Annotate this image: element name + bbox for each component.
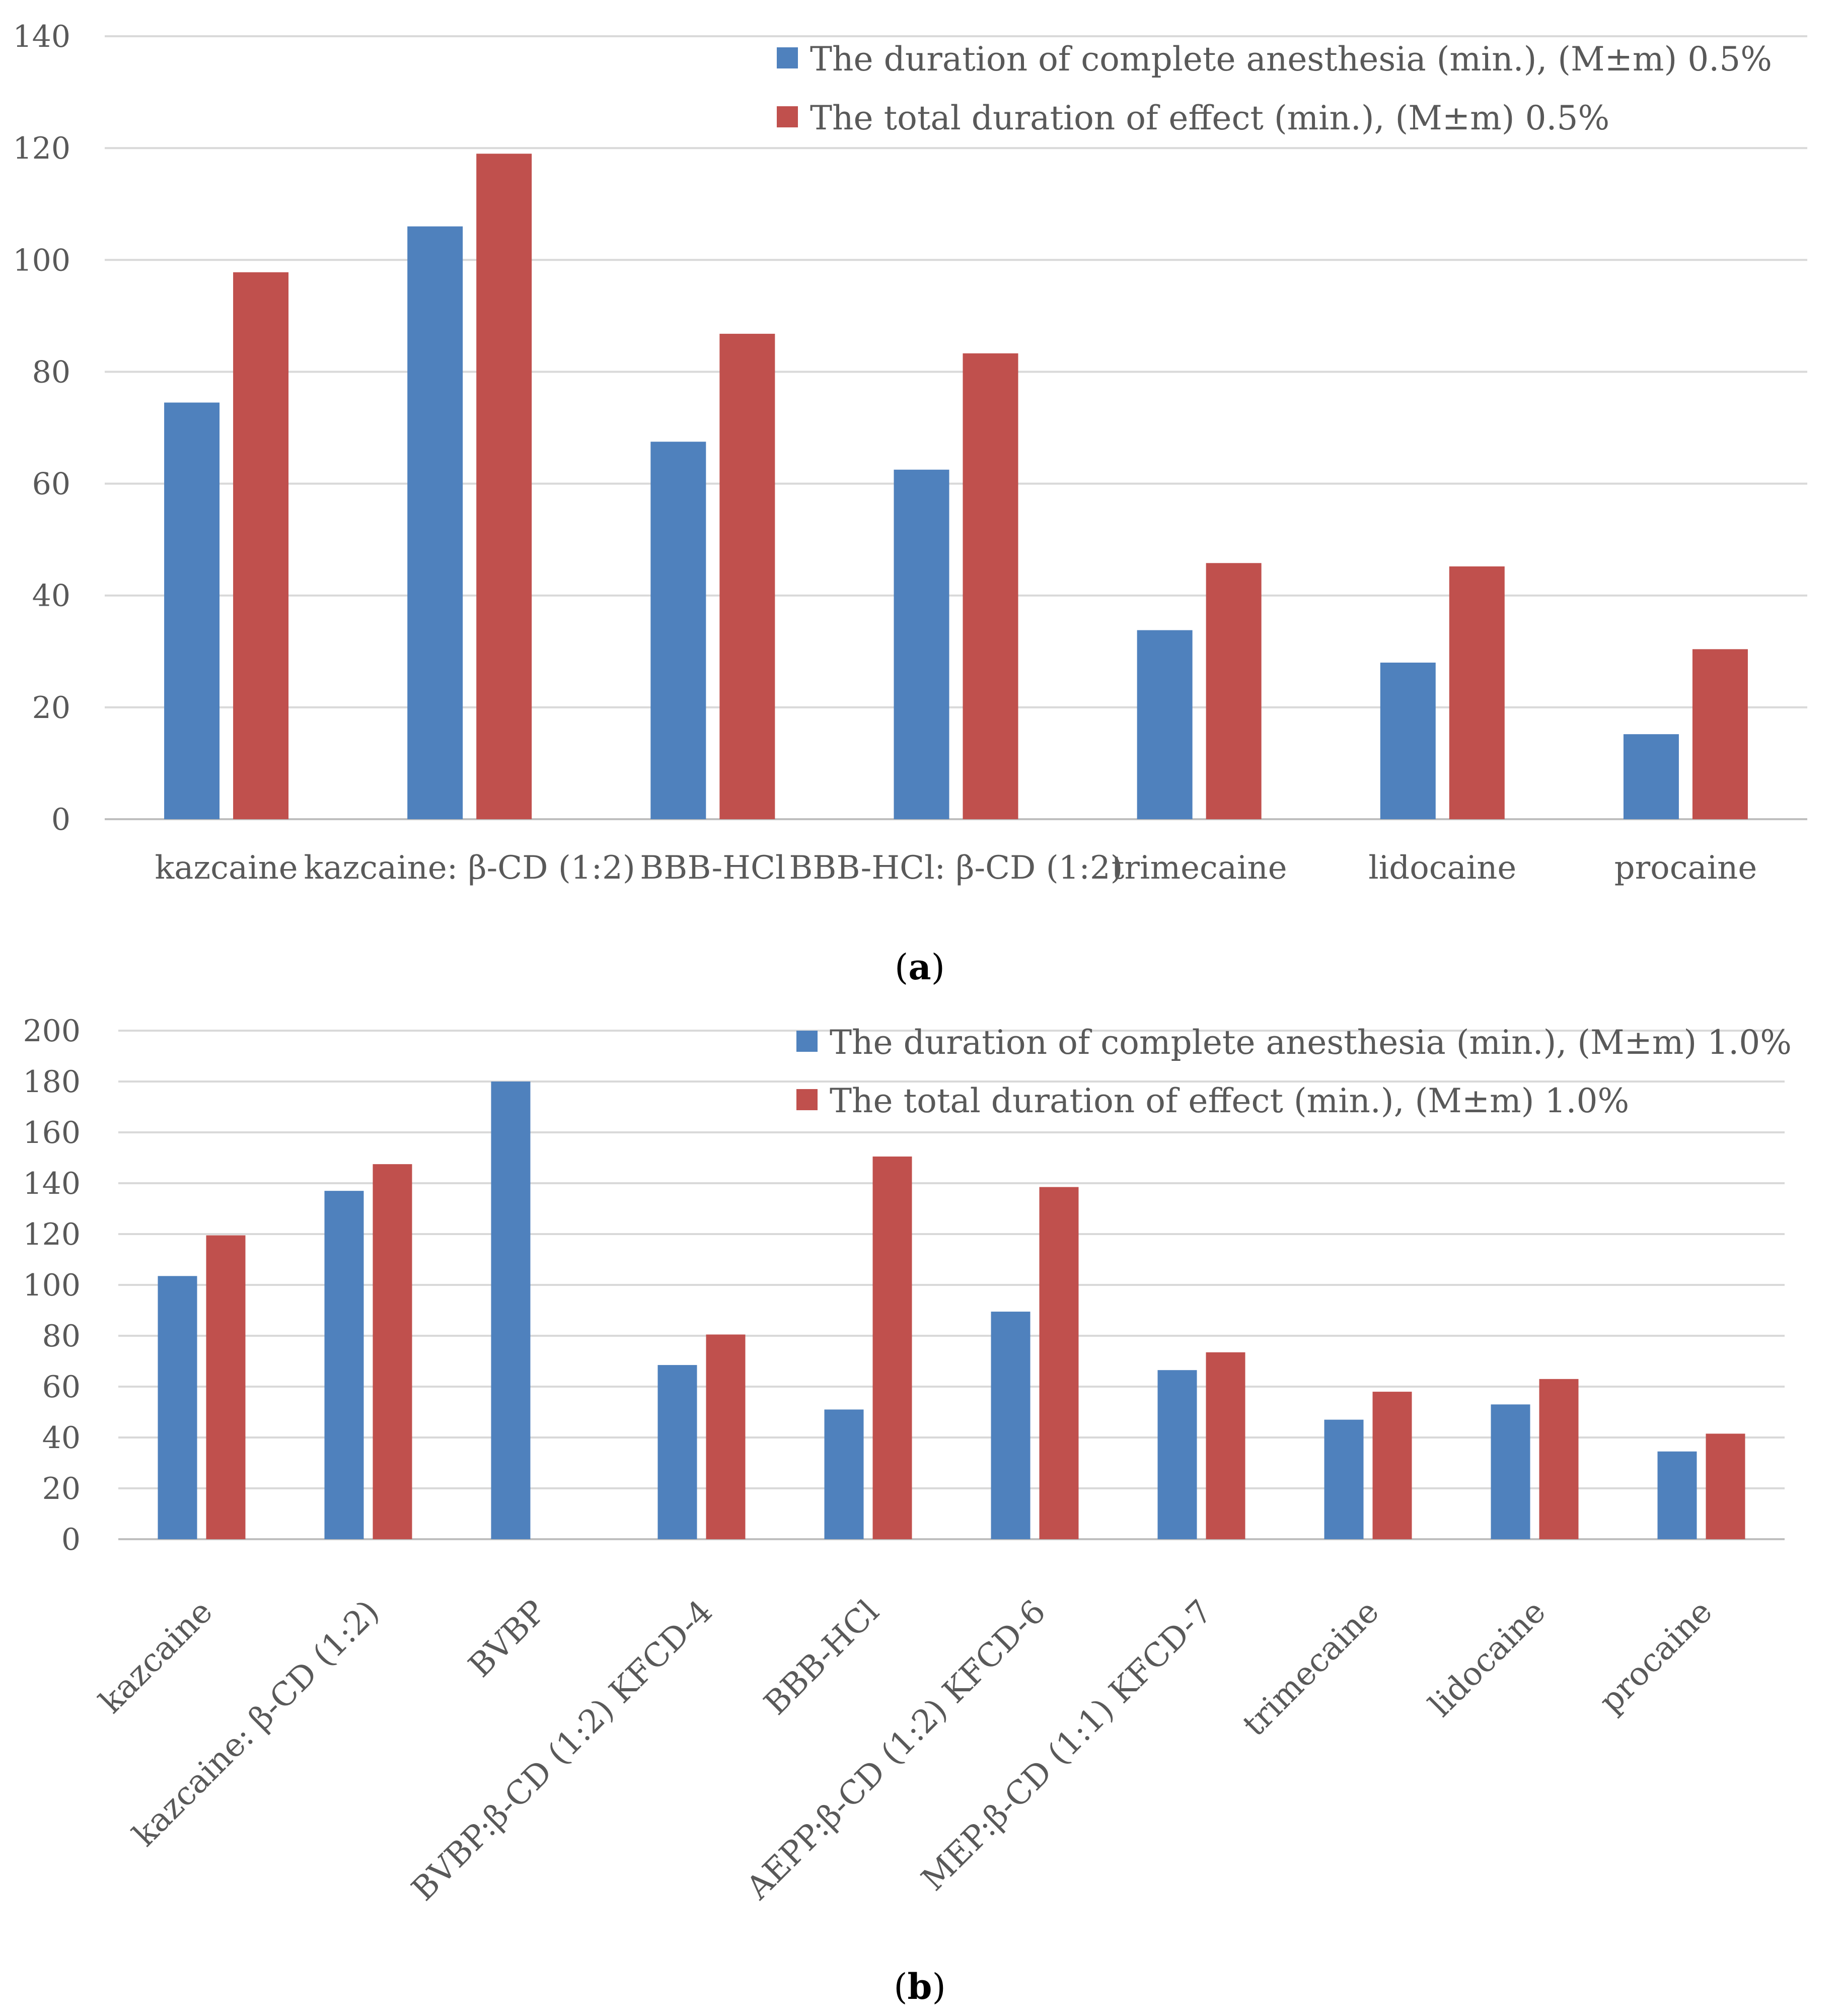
x-category-label: trimecaine: [1112, 849, 1287, 887]
x-category-label: BBB-HCl: [640, 849, 785, 887]
bar-total-duration: [872, 1156, 912, 1539]
bar-total-duration: [373, 1164, 412, 1539]
bar-complete-anesthesia: [894, 469, 949, 819]
y-tick-label: 0: [61, 1522, 81, 1557]
x-category-label: BVBP:β-CD (1:2) KFCD-4: [405, 1593, 720, 1908]
legend-swatch-red: [777, 106, 798, 127]
y-tick-label: 120: [13, 131, 70, 166]
y-tick-label: 140: [13, 19, 70, 54]
legend-swatch-blue: [796, 1031, 818, 1052]
x-category-label: lidocaine: [1368, 849, 1516, 887]
legend-swatch-blue: [777, 47, 798, 68]
bar-total-duration: [1539, 1379, 1579, 1539]
y-tick-label: 80: [42, 1319, 81, 1354]
y-tick-label: 40: [32, 579, 70, 614]
caption-b-letter: b: [908, 1966, 932, 2007]
legend-label: The duration of complete anesthesia (min…: [810, 40, 1772, 79]
bar-complete-anesthesia: [1157, 1370, 1197, 1539]
x-category-label: BBB-HCl: β-CD (1:2): [789, 849, 1123, 887]
y-tick-label: 100: [23, 1268, 81, 1303]
y-tick-label: 60: [32, 467, 70, 502]
y-tick-label: 60: [42, 1370, 81, 1405]
caption-b: (b): [894, 1966, 946, 2007]
bar-complete-anesthesia: [491, 1082, 531, 1539]
x-category-label: BBB-HCl: [757, 1593, 887, 1722]
bar-total-duration: [1692, 649, 1748, 819]
x-category-label: procaine: [1614, 849, 1757, 887]
y-tick-label: 20: [32, 690, 70, 726]
bar-complete-anesthesia: [1623, 734, 1679, 819]
x-category-label: lidocaine: [1422, 1593, 1553, 1724]
y-tick-label: 80: [32, 354, 70, 390]
bar-complete-anesthesia: [824, 1409, 864, 1539]
bar-complete-anesthesia: [407, 226, 463, 820]
bar-complete-anesthesia: [657, 1365, 697, 1539]
bar-total-duration: [206, 1235, 246, 1539]
bar-total-duration: [1449, 566, 1505, 819]
bar-complete-anesthesia: [1324, 1419, 1364, 1539]
caption-a: (a): [895, 946, 945, 988]
legend-label: The duration of complete anesthesia (min…: [830, 1023, 1792, 1062]
y-tick-label: 0: [51, 802, 70, 837]
bar-total-duration: [719, 333, 775, 819]
bar-total-duration: [706, 1334, 746, 1539]
x-category-label: kazcaine: [93, 1593, 220, 1720]
bar-total-duration: [1372, 1392, 1412, 1539]
bar-total-duration: [1706, 1433, 1745, 1539]
chart-b: 020406080100120140160180200kazcainekazca…: [23, 1014, 1791, 1908]
y-tick-label: 120: [23, 1217, 81, 1252]
bar-complete-anesthesia: [1491, 1404, 1530, 1539]
x-category-label: BVBP: [462, 1593, 553, 1685]
legend-label: The total duration of effect (min.), (M±…: [830, 1082, 1629, 1120]
x-category-label: MEP:β-CD (1:1) KFCD-7: [915, 1593, 1220, 1898]
x-category-label: kazcaine: [155, 849, 298, 887]
bar-total-duration: [1039, 1187, 1079, 1539]
bar-complete-anesthesia: [1380, 663, 1436, 819]
x-category-label: trimecaine: [1236, 1593, 1386, 1744]
x-category-label: procaine: [1592, 1593, 1720, 1720]
y-tick-label: 160: [23, 1115, 81, 1150]
bar-complete-anesthesia: [164, 402, 220, 819]
legend-swatch-red: [796, 1089, 818, 1110]
legend-label: The total duration of effect (min.), (M±…: [810, 99, 1609, 137]
bar-complete-anesthesia: [650, 442, 706, 819]
y-tick-label: 40: [42, 1420, 81, 1456]
bar-complete-anesthesia: [158, 1276, 197, 1539]
bar-complete-anesthesia: [991, 1312, 1031, 1539]
bar-complete-anesthesia: [1137, 630, 1193, 819]
x-category-label: kazcaine: β-CD (1:2): [304, 849, 635, 887]
y-tick-label: 140: [23, 1166, 81, 1201]
bar-total-duration: [963, 353, 1018, 819]
caption-a-letter: a: [908, 946, 931, 988]
bar-complete-anesthesia: [324, 1191, 364, 1539]
y-tick-label: 100: [13, 243, 70, 278]
chart-a: 0 20 40 60 80 100 120 140 kazcaine kazcaine: β-CD…: [13, 19, 1807, 887]
bar-total-duration: [233, 272, 289, 819]
bar-total-duration: [1206, 1352, 1245, 1539]
bar-total-duration: [476, 154, 532, 819]
y-tick-label: 180: [23, 1064, 81, 1100]
bar-complete-anesthesia: [1657, 1451, 1697, 1539]
bar-total-duration: [1206, 563, 1262, 819]
y-tick-label: 200: [23, 1014, 81, 1049]
x-category-label: AEPP:β-CD (1:2) KFCD-6: [739, 1593, 1053, 1907]
y-tick-label: 20: [42, 1471, 81, 1506]
